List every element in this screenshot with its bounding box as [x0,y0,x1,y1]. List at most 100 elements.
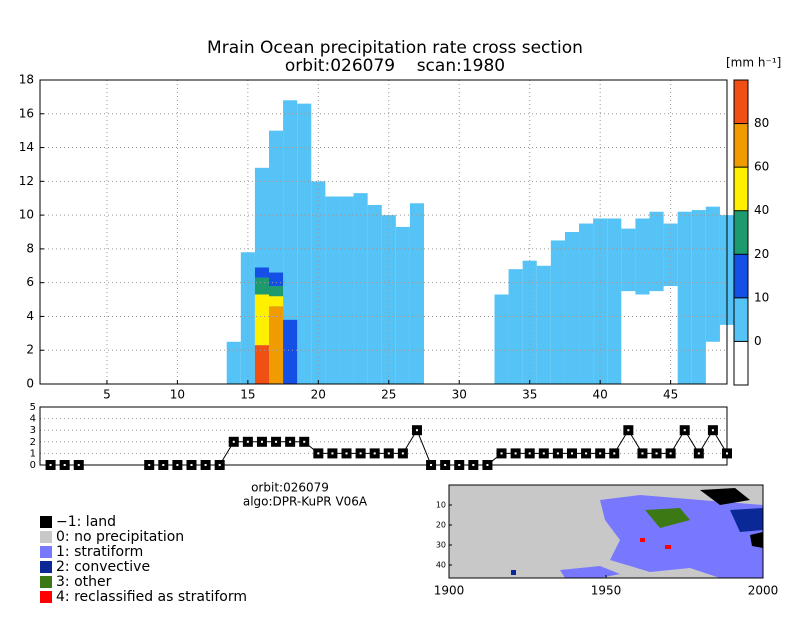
marker-dot [430,464,433,466]
marker-dot [528,452,531,455]
precip-column [325,196,340,384]
y-tick-label: 40 [436,561,446,570]
colorbar-tick-label: 80 [754,116,769,130]
map-land [700,488,750,505]
y-tick-label: 1 [30,448,36,459]
y-tick-label: 8 [26,241,34,255]
x-tick-label: 1900 [434,584,465,598]
legend-swatch [40,531,52,543]
y-tick-label: 2 [30,437,36,448]
map-convective [511,570,516,575]
algo-info: algo:DPR-KuPR V06A [243,495,368,509]
marker-dot [415,429,418,432]
precip-column [564,232,580,384]
y-tick-label: 0 [26,377,34,391]
y-tick-label: 0 [30,460,36,471]
marker-dot [232,440,235,443]
y-tick-label: 12 [19,174,34,188]
x-tick-label: 1950 [591,584,622,598]
colorbar-tick-label: 10 [754,290,769,304]
marker-dot [303,440,306,443]
marker-dot [542,452,545,455]
map-reclassified [640,538,645,542]
legend-swatch [40,516,52,528]
rain-cell [254,267,269,278]
y-tick-label: 18 [19,73,34,87]
precip-column [381,215,396,384]
y-tick-label: 4 [30,414,36,425]
legend-label: 3: other [56,574,112,590]
marker-dot [669,452,672,455]
precip-column [283,100,298,385]
map-reclassified [665,545,671,549]
colorbar-bin [734,341,748,385]
precip-column [621,228,636,292]
colorbar-tick-label: 60 [754,160,769,174]
colorbar-bin [734,167,748,211]
marker-dot [599,452,602,455]
x-tick-label: 2000 [748,584,779,598]
precip-column [705,206,720,342]
y-tick-label: 2 [26,343,34,357]
colorbar-tick-label: 0 [754,334,762,348]
precip-column [607,218,622,384]
marker-dot [331,452,334,455]
y-tick-label: 30 [436,541,446,550]
marker-dot [444,464,447,466]
precip-column [395,226,410,384]
x-tick-label: 30 [452,388,467,402]
marker-dot [627,429,630,432]
y-tick-label: 5 [30,402,36,413]
marker-dot [176,464,179,466]
map-stratiform [560,566,620,578]
legend-swatch [40,591,52,603]
rain-cell [269,286,284,297]
legend-swatch [40,576,52,588]
marker-dot [190,464,193,466]
marker-dot [641,452,644,455]
precip-column [297,103,312,385]
colorbar-bin [734,254,748,298]
y-tick-label: 20 [436,521,446,530]
marker-dot [458,464,461,466]
marker-dot [260,440,263,443]
marker-dot [49,464,52,466]
marker-dot [77,464,80,466]
chart-subtitle: orbit:026079 scan:1980 [285,56,505,76]
plot-frame [39,406,728,466]
y-tick-label: 6 [26,275,34,289]
precip-column [311,181,326,384]
x-tick-label: 35 [522,388,537,402]
legend-label: 2: convective [56,559,150,575]
marker-dot [683,429,686,432]
marker-dot [162,464,165,466]
marker-dot [486,464,489,466]
colorbar-bin [734,123,748,168]
marker-dot [726,452,728,455]
marker-dot [387,452,390,455]
orbit-info: orbit:026079 [251,481,329,495]
y-tick-label: 4 [26,309,34,323]
precip-column [367,204,382,384]
precip-column [593,218,608,384]
precip-column [536,265,551,384]
map-decoration [448,484,764,579]
precip-column [494,294,509,384]
marker-dot [655,452,658,455]
colorbar-label: [mm h⁻¹] [726,56,781,70]
marker-dot [359,452,362,455]
precip-column [649,211,664,292]
precip-column [240,252,255,384]
legend-label: 1: stratiform [56,544,143,560]
precip-column [579,223,594,384]
marker-dot [401,452,404,455]
type-line [50,429,728,466]
precip-column [550,240,565,384]
marker-dot [500,452,503,455]
legend-label: −1: land [56,514,116,530]
marker-dot [472,464,475,466]
colorbar-frame [733,79,749,386]
colorbar-tick-label: 20 [754,247,769,261]
precip-column [409,203,425,384]
